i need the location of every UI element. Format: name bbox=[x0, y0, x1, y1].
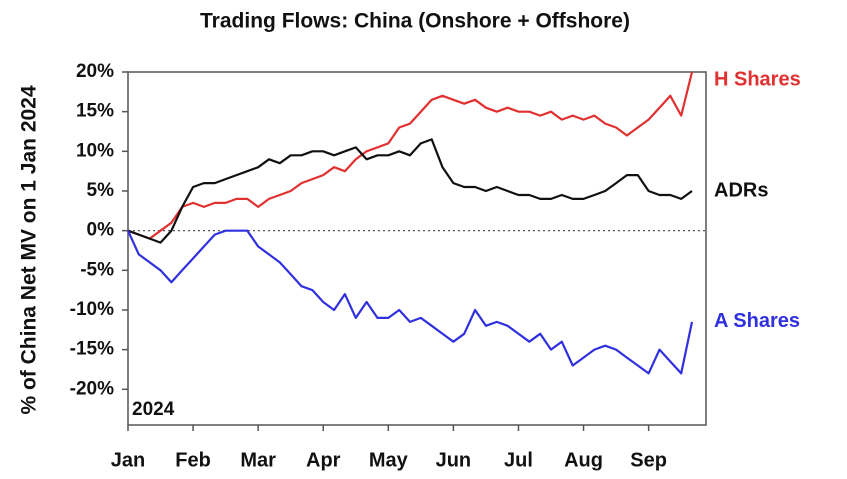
x-tick-label: Mar bbox=[240, 449, 276, 471]
x-tick-label: May bbox=[369, 449, 409, 471]
y-tick-label: 10% bbox=[76, 140, 114, 161]
x-tick-label: Apr bbox=[306, 449, 341, 471]
series-label: A Shares bbox=[714, 310, 800, 332]
y-tick-label: 5% bbox=[87, 180, 115, 201]
x-tick-label: Jan bbox=[111, 449, 145, 471]
series-label: ADRs bbox=[714, 179, 768, 201]
x-tick-label: Feb bbox=[175, 449, 211, 471]
y-tick-label: 15% bbox=[76, 101, 114, 122]
x-tick-label: Jul bbox=[504, 449, 533, 471]
chart-title: Trading Flows: China (Onshore + Offshore… bbox=[200, 10, 630, 33]
y-tick-label: 0% bbox=[87, 220, 115, 241]
series-line bbox=[126, 229, 694, 375]
plot-frame bbox=[127, 71, 707, 426]
x-tick-label: Aug bbox=[564, 449, 603, 471]
y-tick-label: 20% bbox=[76, 61, 114, 82]
series-line bbox=[127, 138, 693, 244]
series-label: H Shares bbox=[714, 68, 801, 90]
y-tick-label: -10% bbox=[70, 299, 114, 320]
series-line bbox=[127, 71, 694, 240]
year-annotation: 2024 bbox=[132, 399, 175, 420]
x-tick-label: Sep bbox=[630, 449, 667, 471]
y-tick-label: -20% bbox=[70, 378, 114, 399]
x-tick-label: Jun bbox=[436, 449, 472, 471]
y-axis-label: % of China Net MV on 1 Jan 2024 bbox=[18, 85, 41, 414]
y-tick-label: -5% bbox=[80, 259, 114, 280]
y-tick-label: -15% bbox=[70, 339, 114, 360]
